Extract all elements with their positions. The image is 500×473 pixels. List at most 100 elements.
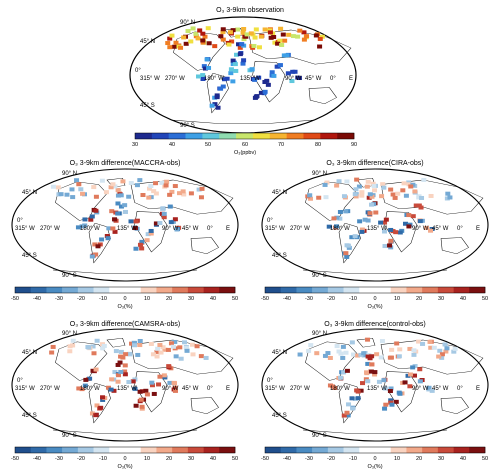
difference-cell [83,377,89,382]
colorbar-tick: -30 [55,296,63,302]
colorbar-swatch [375,287,392,293]
difference-cell [128,219,134,224]
observation-cell [229,39,235,44]
difference-cell [379,194,385,199]
observation-cell [253,27,259,32]
difference-cell [134,183,140,188]
observation-cell [201,64,207,69]
colorbar-swatch [320,133,338,139]
difference-cells [305,177,453,259]
difference-cell [103,190,109,195]
observation-cell [279,42,285,47]
coastline [55,181,108,221]
observation-cell [202,66,208,71]
observation-cell [233,68,239,73]
colorbar-swatch [406,287,423,293]
svg-text:50: 50 [205,142,211,148]
difference-cell [383,217,389,222]
coastline [52,269,198,274]
difference-cell [410,365,416,370]
lat-label: 90° S [312,273,327,279]
difference-cell [139,239,145,244]
colorbar-tick: 10 [394,296,400,302]
lon-label: 270° W [290,386,310,392]
difference-cell [368,369,374,374]
observation-cell [241,37,247,42]
observation-cell [241,27,247,32]
difference-cell [163,183,169,188]
colorbar-swatch [269,133,287,139]
panel-camsra-diff: O₃ 3-9km difference(CAMSRA-obs) 90° N 45°… [11,321,239,470]
colorbar-swatch [125,447,142,453]
difference-cell [64,192,70,197]
coastline [170,119,316,124]
difference-cell [360,381,366,386]
observation-cell [254,94,260,99]
difference-cell [369,194,375,199]
colorbar-tick: -40 [33,456,41,462]
coastline [302,429,448,434]
difference-cell [336,349,342,354]
difference-cell [105,385,111,390]
difference-cell [67,349,73,354]
difference-cell [108,185,114,190]
difference-cell [153,191,159,196]
difference-cell [168,341,174,346]
colorbar-ticks: 30 40 50 60 70 80 90 [132,142,357,148]
lat-label: 0° [267,218,273,224]
difference-cell [429,388,435,393]
difference-cell [382,244,388,249]
observation-cell [193,31,199,36]
difference-cell [115,201,121,206]
coastlines [52,177,234,274]
difference-cell [120,355,126,360]
difference-cell [190,352,196,357]
difference-cell [172,184,178,189]
colorbar-swatch [406,447,423,453]
difference-cell [172,217,178,222]
difference-cell [131,343,137,348]
difference-cell [316,195,322,200]
difference-cell [442,342,448,347]
lon-label: 135° W [367,226,387,232]
difference-cell [118,204,124,209]
difference-cell [326,224,332,229]
colorbar-tick: 10 [394,456,400,462]
difference-cell [50,344,56,349]
difference-cell [184,348,190,353]
colorbar-tick: -30 [305,296,313,302]
lon-label: 90° W [162,226,179,232]
difference-cell [406,213,412,218]
difference-cell [323,195,329,200]
difference-cell [172,388,178,393]
difference-cell [411,348,417,353]
colorbar-frame [264,446,486,454]
lon-label: 45° W [305,76,322,82]
lat-label: 90° S [62,273,77,279]
observation-cell [188,39,194,44]
observation-cell [232,62,238,67]
difference-cell [151,189,157,194]
difference-cell [132,226,138,231]
difference-cell [203,355,209,360]
difference-cell [431,345,437,350]
difference-cell [306,348,312,353]
difference-cell [132,386,138,391]
colorbar-swatch [172,287,189,293]
colorbar-tick: 50 [232,296,238,302]
observation-cell [301,30,307,35]
difference-cell [352,234,358,239]
difference-cell [78,187,84,192]
difference-cell [327,355,333,360]
lat-label: 45° N [272,190,287,196]
difference-cell [133,403,139,408]
difference-cell [393,230,399,235]
difference-cell [82,223,88,228]
difference-cell [420,341,426,346]
difference-cell [331,216,337,221]
colorbar-tick: -40 [283,456,291,462]
difference-cell [162,375,168,380]
observation-cell [200,31,206,36]
colorbar-swatch [30,287,47,293]
observation-cell [206,65,212,70]
